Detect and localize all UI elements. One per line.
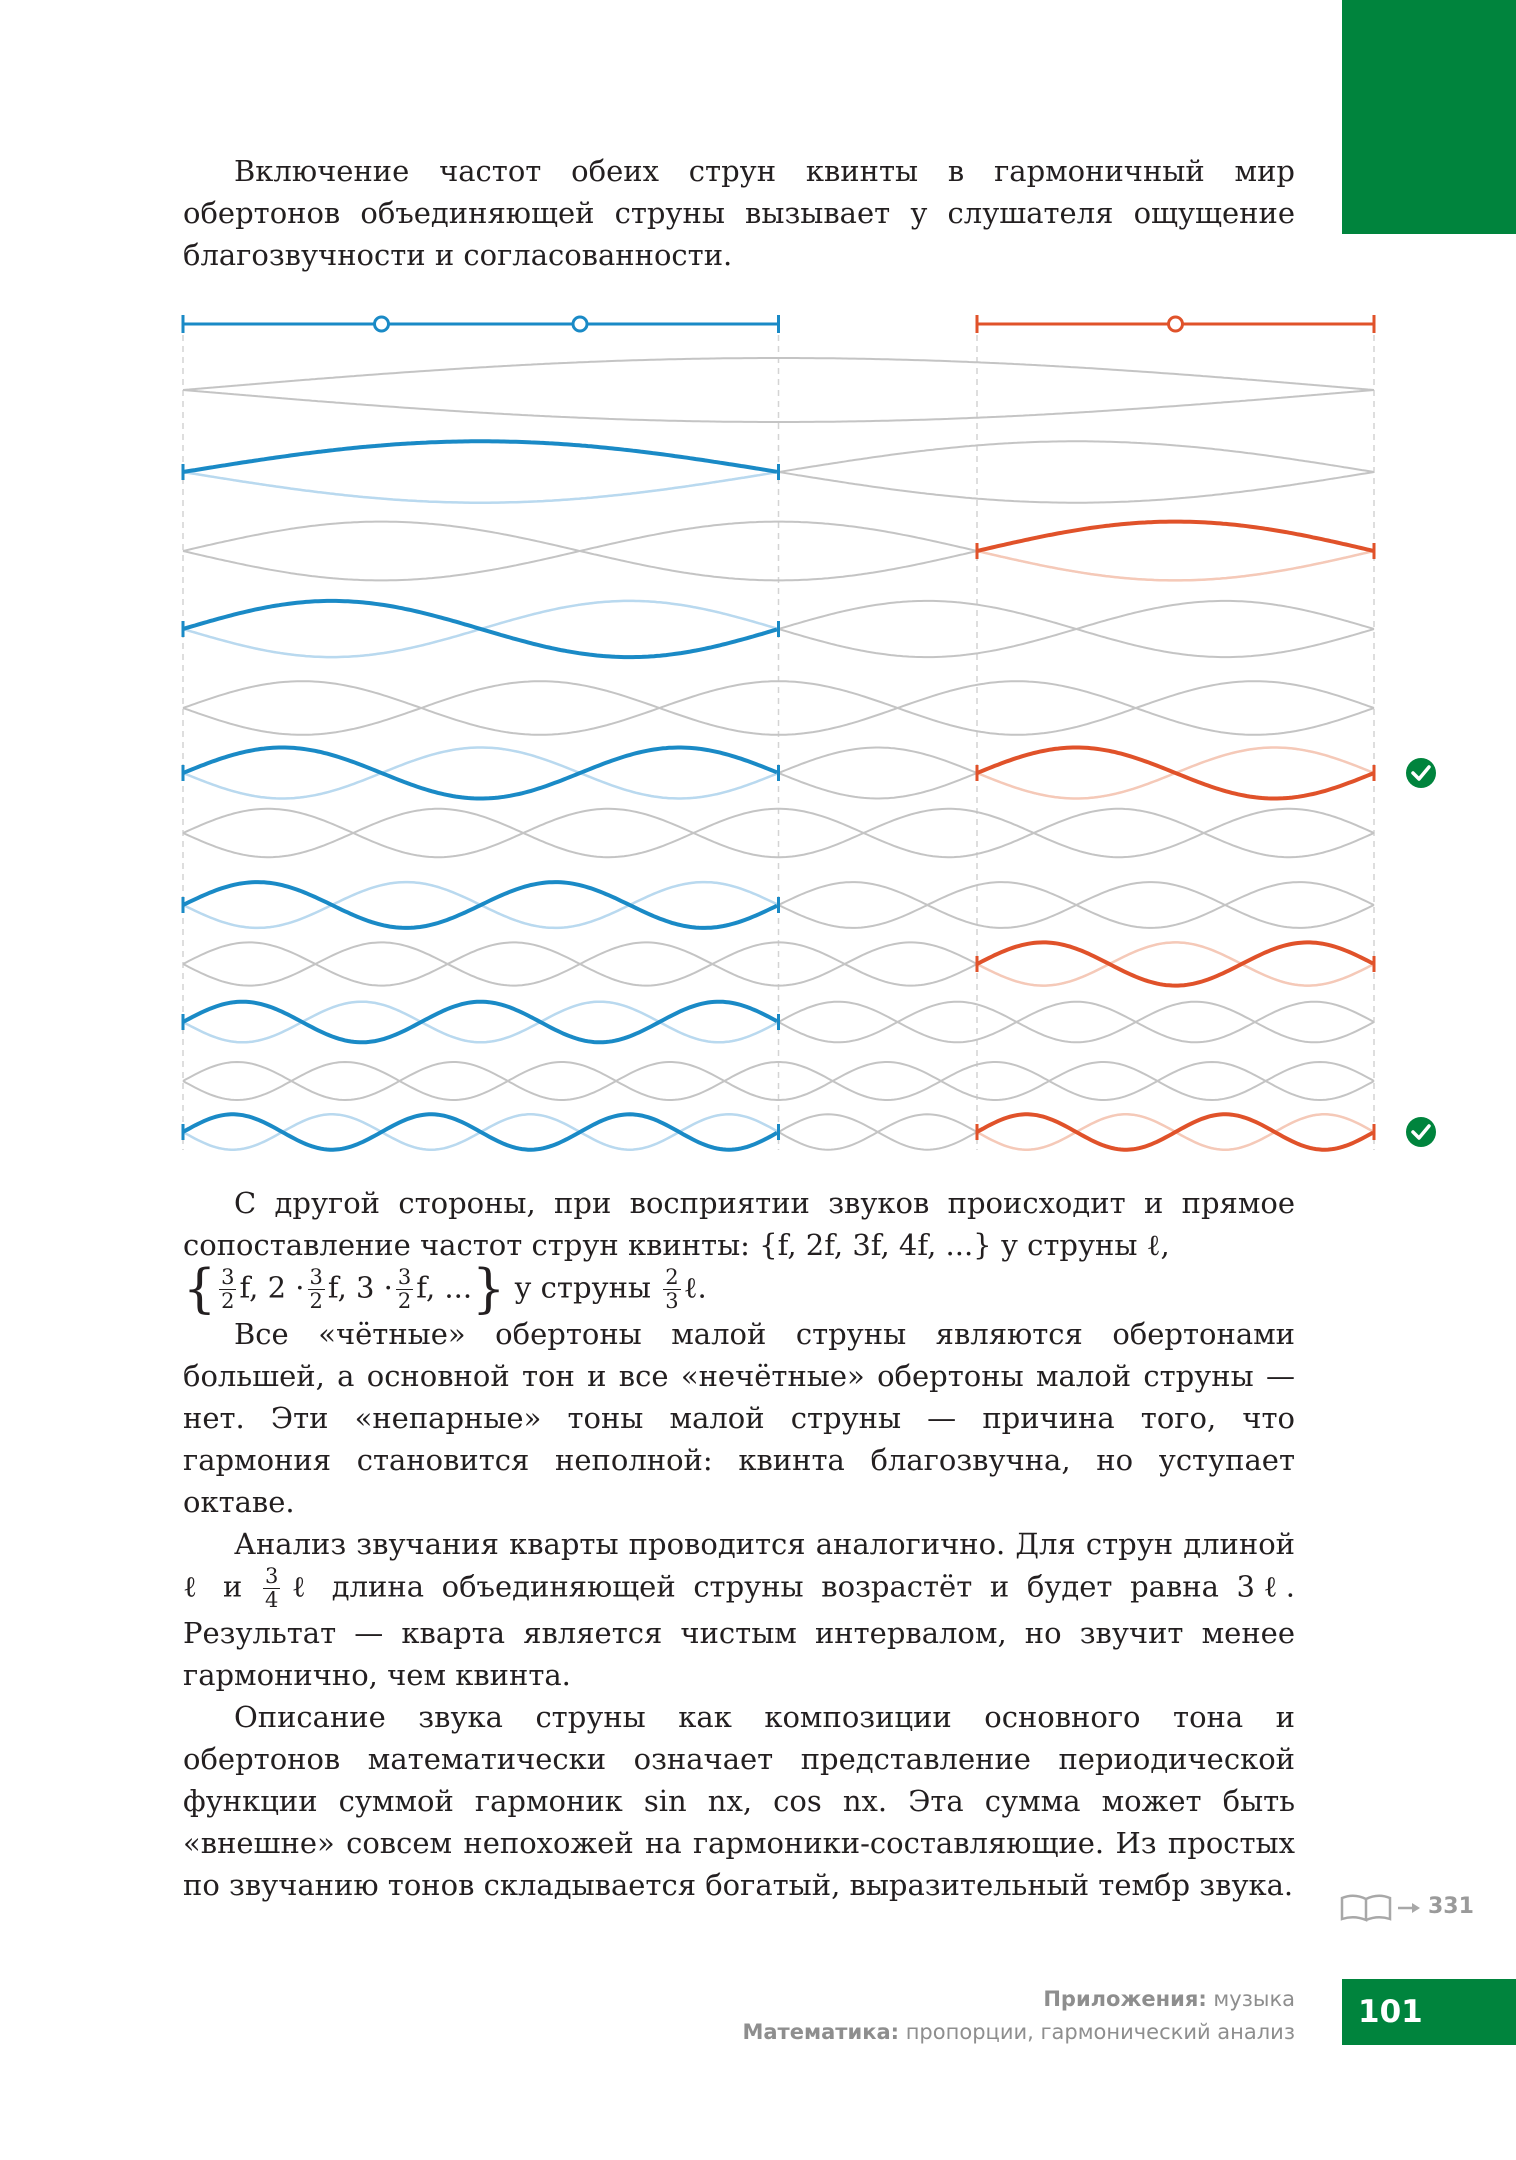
book-icon	[1340, 1894, 1420, 1922]
sidenote: 331	[1338, 1890, 1478, 1926]
formula: f,	[239, 1270, 259, 1305]
string-diagram	[181, 315, 1436, 1152]
numerator: 3	[395, 1265, 414, 1290]
check-badge	[1406, 1117, 1436, 1147]
denominator: 3	[665, 1289, 679, 1313]
footer-label: Математика:	[742, 2020, 900, 2044]
denominator: 2	[221, 1289, 235, 1313]
formula: }	[472, 1259, 506, 1320]
text-block-top: Включение частот обеих струн квинты в га…	[183, 150, 1295, 276]
footer: Приложения: музыка Математика: пропорции…	[742, 1983, 1295, 2049]
paragraph: С другой стороны, при восприятии звуков …	[183, 1182, 1295, 1316]
footer-text: пропорции, гармонический анализ	[905, 2020, 1295, 2044]
numerator: 3	[219, 1265, 237, 1290]
reference: 331	[1428, 1894, 1474, 1919]
check-mark	[1411, 1124, 1431, 1140]
paragraph: Описание звука струны как композиции осн…	[183, 1700, 1295, 1902]
node-marker	[373, 315, 390, 333]
overtone-wave	[182, 357, 1375, 391]
overtone-wave-short	[976, 940, 1374, 988]
denominator: 2	[397, 1289, 412, 1313]
formula: ℓ.	[683, 1270, 707, 1305]
formula: f, ...	[416, 1270, 473, 1305]
text: С другой стороны, при восприятии звуков …	[183, 1186, 1295, 1262]
overtone-wave-long	[182, 999, 778, 1045]
text: ℓ длина объединяющей струны возрастёт и …	[183, 1569, 1295, 1693]
overtone-wave-shadow	[182, 470, 778, 504]
formula: {	[183, 1259, 217, 1320]
overtone-wave-short	[976, 519, 1374, 553]
footer-line: Приложения: музыка	[742, 1983, 1295, 2016]
denominator: 4	[264, 1588, 279, 1612]
formula: 3 ·	[356, 1270, 393, 1305]
numerator: 3	[307, 1265, 325, 1290]
check-badge	[1406, 758, 1436, 788]
text: у струны ℓ,	[1000, 1228, 1170, 1262]
overtone-wave	[182, 680, 1375, 736]
page-number: 101	[1342, 1979, 1516, 2045]
overtone-wave-shadow	[182, 1000, 778, 1044]
text-block-bottom: С другой стороны, при восприятии звуков …	[183, 1182, 1295, 1906]
numerator: 3	[262, 1564, 281, 1589]
overtone-wave	[182, 1060, 1375, 1102]
node-marker	[1167, 315, 1184, 333]
overtone-wave-long	[182, 880, 778, 930]
check-mark	[1411, 765, 1431, 781]
overtone-wave	[182, 389, 1375, 423]
overtone-wave	[182, 1060, 1375, 1102]
paragraph: Анализ звучания кварты проводится аналог…	[183, 1523, 1295, 1696]
denominator: 2	[309, 1289, 323, 1313]
overtone-wave-long	[182, 439, 778, 474]
overtone-wave	[182, 807, 1375, 859]
overtone-wave-short	[976, 745, 1374, 801]
overtone-wave-short	[976, 1112, 1374, 1152]
chapter-tab	[1342, 0, 1516, 234]
overtone-wave	[182, 807, 1375, 859]
overtone-wave-long	[182, 745, 778, 801]
overtone-wave-shadow	[182, 746, 778, 800]
overtone-wave-shadow	[976, 941, 1374, 987]
formula: 2 ·	[267, 1270, 305, 1305]
numerator: 2	[663, 1265, 681, 1290]
formula: {f, 2f, 3f, 4f, ...}	[759, 1228, 992, 1262]
text: у струны	[514, 1270, 651, 1305]
footer-text: музыка	[1213, 1987, 1295, 2011]
overtone-wave-long	[182, 598, 778, 660]
overtone-wave	[182, 680, 1375, 736]
node-marker	[571, 315, 589, 333]
text: Анализ звучания кварты проводится аналог…	[183, 1527, 1295, 1604]
paragraph: Все «чётные» обертоны малой струны являю…	[183, 1317, 1295, 1519]
formula: f,	[327, 1270, 347, 1305]
footer-label: Приложения:	[1043, 1987, 1207, 2011]
overtone-wave-shadow	[976, 549, 1374, 582]
footer-line: Математика: пропорции, гармонический ана…	[742, 2016, 1295, 2049]
paragraph: Включение частот обеих струн квинты в га…	[183, 154, 1295, 272]
overtone-wave-long	[182, 1112, 778, 1152]
